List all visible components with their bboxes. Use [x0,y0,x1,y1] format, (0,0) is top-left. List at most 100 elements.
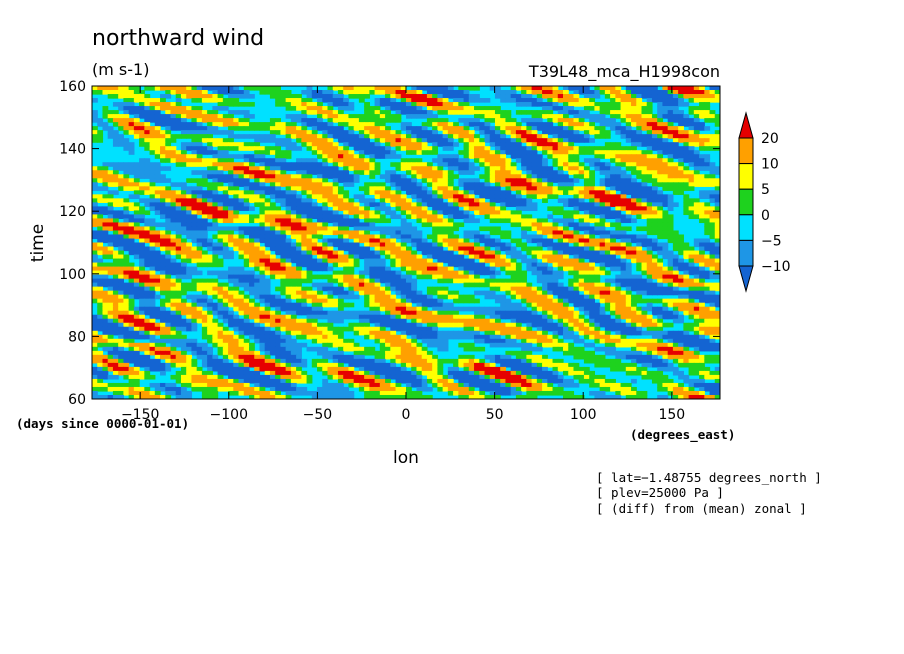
contour-cell [123,242,130,248]
contour-cell [447,210,454,216]
contour-cell [165,154,172,159]
contour-cell [474,230,480,236]
contour-cell [374,194,381,199]
contour-cell [604,250,611,256]
contour-cell [474,150,480,155]
contour-cell [238,218,245,224]
contour-cell [290,230,297,236]
contour-cell [667,266,674,272]
contour-cell [678,126,684,131]
contour-cell [269,86,276,91]
contour-cell [557,242,564,248]
contour-cell [442,130,449,135]
contour-cell [416,98,423,103]
contour-cell [563,218,569,224]
contour-cell [453,222,459,228]
contour-cell [128,150,135,155]
contour-cell [348,178,355,183]
contour-cell [625,126,632,131]
contour-cell [207,290,213,296]
contour-cell [714,198,720,203]
contour-cell [667,174,674,179]
contour-cell [374,270,381,276]
contour-cell [636,162,643,167]
contour-cell [651,266,658,272]
contour-cell [557,106,564,111]
contour-cell [311,166,318,171]
contour-cell [615,94,622,99]
contour-cell [458,90,465,95]
contour-cell [228,118,234,123]
contour-cell [599,118,606,123]
contour-cell [390,142,397,147]
contour-cell [322,134,329,139]
contour-cell [657,190,664,195]
contour-cell [693,158,700,163]
contour-cell [369,130,376,135]
contour-cell [531,250,538,256]
contour-cell [442,186,449,191]
contour-cell [500,90,507,95]
contour-cell [379,250,386,256]
contour-cell [337,246,344,252]
contour-cell [547,90,554,95]
contour-cell [238,194,245,199]
contour-cell [631,278,637,284]
contour-cell [385,134,391,139]
contour-cell [332,94,339,99]
contour-cell [411,186,418,191]
contour-cell [458,238,465,244]
contour-cell [657,110,664,115]
contour-cell [92,258,98,264]
contour-cell [374,150,381,155]
contour-cell [542,190,548,195]
contour-cell [672,254,679,260]
contour-cell [374,218,381,224]
contour-cell [421,222,428,228]
contour-cell [536,278,543,284]
contour-cell [589,214,595,220]
contour-cell [615,266,622,272]
contour-cell [196,134,203,139]
contour-cell [589,174,595,179]
contour-cell [651,174,658,179]
contour-cell [458,106,465,111]
contour-cell [275,190,281,195]
contour-cell [233,86,240,91]
contour-cell [154,222,161,228]
contour-cell [170,154,177,159]
contour-cell [390,194,397,199]
contour-cell [578,274,585,280]
contour-cell [317,174,323,179]
contour-cell [489,170,496,175]
contour-cell [646,166,653,171]
contour-cell [657,282,664,288]
contour-cell [406,286,412,292]
contour-cell [421,174,428,179]
contour-cell [526,186,533,191]
contour-cell [139,266,145,272]
contour-cell [568,130,575,135]
contour-cell [604,246,611,252]
contour-cell [327,230,334,236]
contour-cell [453,262,459,268]
contour-cell [531,122,538,127]
contour-cell [463,186,470,191]
contour-cell [207,134,213,139]
contour-cell [97,122,104,127]
contour-cell [374,162,381,167]
contour-cell [568,214,575,220]
contour-cell [353,86,360,91]
contour-cell [500,114,507,119]
contour-cell [269,122,276,127]
contour-cell [636,202,643,207]
contour-cell [678,150,684,155]
contour-cell [557,210,564,216]
contour-cell [479,186,486,191]
contour-cell [348,150,355,155]
contour-cell [699,154,705,159]
contour-cell [322,258,329,264]
contour-cell [552,158,559,163]
contour-cell [322,210,329,216]
contour-cell [693,86,700,91]
